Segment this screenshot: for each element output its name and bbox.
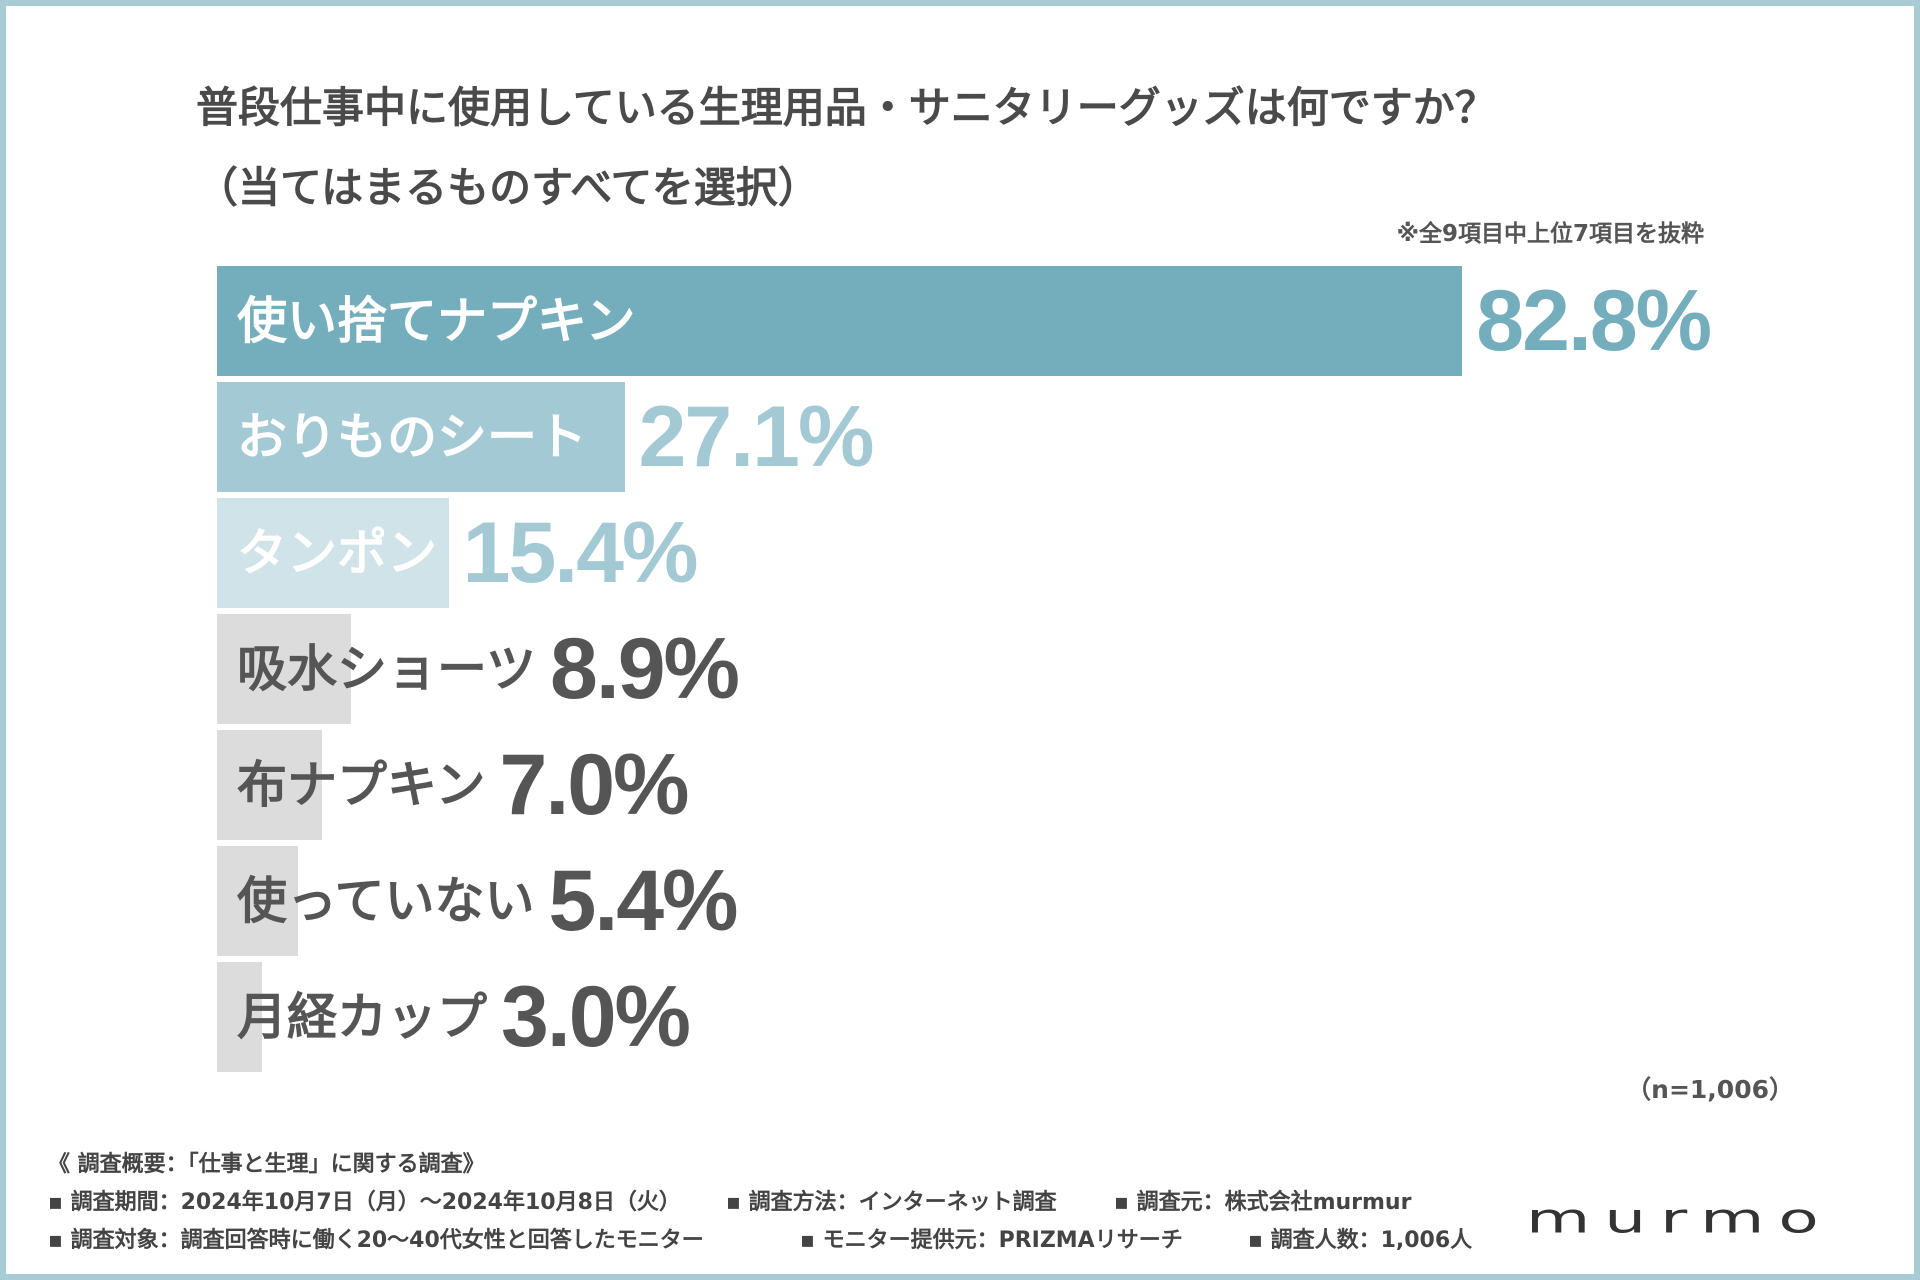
bar-chart: 使い捨てナプキン 82.8% おりものシート 27.1% タンポン 15.4% 吸水ショーツ…	[217, 266, 1777, 1078]
bar-1	[217, 382, 625, 492]
bar-4	[217, 730, 323, 840]
bar-value-6: 3.0%	[501, 969, 691, 1065]
survey-period: ▪ 調査期間：2024年10月7日（月）〜2024年10月8日（火）	[48, 1190, 681, 1215]
chart-title: 普段仕事中に使用している生理用品・サニタリーグッズは何ですか？ （当てはまるもの…	[196, 68, 1756, 228]
chart-title-line2: （当てはまるものすべてを選択）	[196, 163, 820, 212]
survey-panel-provider: ▪ モニター提供元：PRIZMAリサーチ	[800, 1228, 1183, 1253]
murmo-logo: murmo	[1526, 1189, 1866, 1249]
survey-summary-heading: 《 調査概要：「仕事と生理」に関する調査》	[48, 1152, 485, 1177]
bar-label-6: 月経カップ	[237, 988, 487, 1046]
survey-respondents: ▪ 調査人数：1,006人	[1248, 1228, 1473, 1253]
bar-label-5: 使っていない	[237, 872, 535, 930]
survey-organizer: ▪ 調査元：株式会社murmur	[1114, 1190, 1412, 1215]
bar-6	[217, 962, 263, 1072]
sample-size-note: （n=1,006）	[1626, 1075, 1794, 1104]
bar-label-1: おりものシート	[237, 408, 587, 466]
bar-value-3: 8.9%	[550, 621, 740, 717]
bar-value-1: 27.1%	[638, 389, 875, 485]
bar-label-3: 吸水ショーツ	[237, 640, 536, 698]
bar-3	[217, 614, 351, 724]
bar-value-2: 15.4%	[462, 505, 699, 601]
chart-title-line1: 普段仕事中に使用している生理用品・サニタリーグッズは何ですか？	[196, 83, 1497, 132]
bar-value-4: 7.0%	[499, 737, 690, 833]
bar-value-0: 82.8%	[1476, 273, 1712, 369]
bar-label-4: 布ナプキン	[237, 756, 486, 814]
bar-2	[217, 498, 449, 608]
bar-5	[217, 846, 299, 956]
survey-method: ▪ 調査方法：インターネット調査	[726, 1190, 1057, 1215]
bar-label-2: タンポン	[237, 524, 437, 582]
bar-value-5: 5.4%	[548, 853, 739, 949]
logo-wordmark: murmo	[1526, 1194, 1833, 1243]
selection-note: ※全9項目中上位7項目を抜粋	[1396, 221, 1704, 247]
bar-0	[217, 266, 1463, 376]
bar-label-0: 使い捨てナプキン	[237, 292, 636, 350]
survey-target: ▪ 調査対象：調査回答時に働く20〜40代女性と回答したモニター	[48, 1228, 704, 1253]
